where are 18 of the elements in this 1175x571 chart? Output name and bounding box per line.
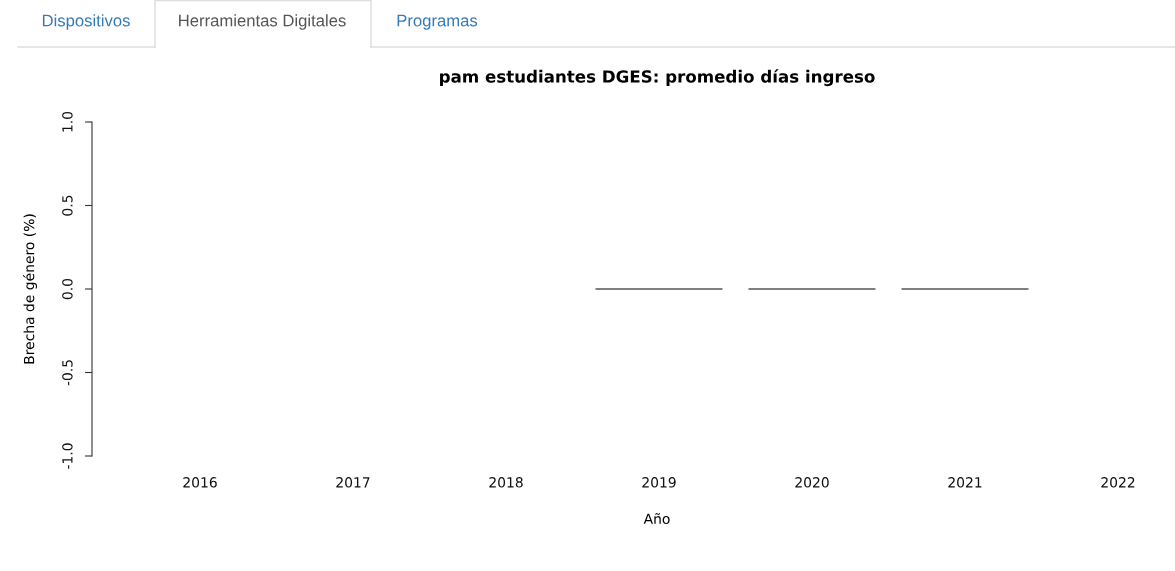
- x-tick-label: 2022: [1101, 477, 1135, 488]
- x-tick-label: 2019: [642, 477, 676, 488]
- y-tick-label: -0.5: [62, 360, 73, 386]
- y-tick-label: 0.5: [62, 195, 73, 216]
- text: Programas: [397, 14, 478, 30]
- x-tick-label: 2017: [336, 477, 370, 488]
- x-tick-label: 2021: [948, 477, 982, 488]
- text: Herramientas Digitales: [179, 14, 346, 30]
- y-tick-label: 1.0: [62, 111, 73, 132]
- chart-title: pam estudiantes DGES: promedio días ingreso: [440, 69, 875, 87]
- text: Dispositivos: [42, 14, 130, 30]
- y-tick-label: -1.0: [62, 443, 73, 469]
- x-tick-label: 2018: [489, 477, 523, 488]
- x-tick-label: 2020: [795, 477, 829, 488]
- y-axis-title: Brecha de género (%): [23, 214, 37, 364]
- x-axis-title: Año: [643, 513, 670, 525]
- x-tick-label: 2016: [183, 477, 217, 488]
- y-tick-label: 0.0: [62, 278, 73, 300]
